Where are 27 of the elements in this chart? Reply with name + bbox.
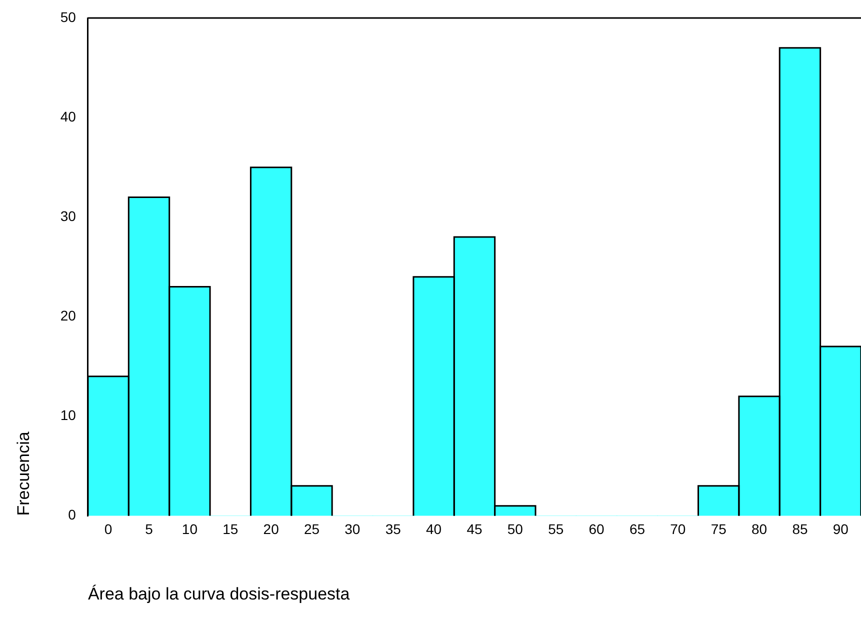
x-tick-label: 85 [792,521,808,538]
x-tick-label: 50 [507,521,524,538]
x-tick-label: 35 [385,521,402,538]
x-tick-label: 25 [304,521,320,538]
x-tick-label: 90 [832,521,849,538]
y-tick-label: 0 [68,506,76,523]
y-tick-label: 20 [60,308,76,324]
y-tick-label: 10 [60,407,76,424]
x-tick-label: 65 [629,521,646,538]
x-tick-label: 20 [263,521,280,538]
x-tick-label: 45 [466,521,482,538]
x-axis-title: Área bajo la curva dosis-respuesta [88,584,350,604]
x-tick-label: 70 [670,521,686,538]
x-tick-label: 5 [145,521,154,538]
x-tick-label: 30 [344,521,360,538]
x-tick-label: 15 [222,521,238,538]
x-tick-label: 75 [710,521,727,538]
y-tick-label: 30 [60,208,76,224]
y-tick-label: 50 [60,8,76,25]
x-tick-label: 80 [751,521,768,538]
x-tick-label: 55 [548,521,564,538]
x-tick-label: 40 [426,521,442,538]
y-tick-label: 40 [60,108,76,124]
x-tick-label: 10 [182,521,198,538]
x-tick-label: 0 [104,521,112,538]
y-axis-title: Frecuencia [14,431,33,516]
x-tick-label: 60 [588,521,605,538]
